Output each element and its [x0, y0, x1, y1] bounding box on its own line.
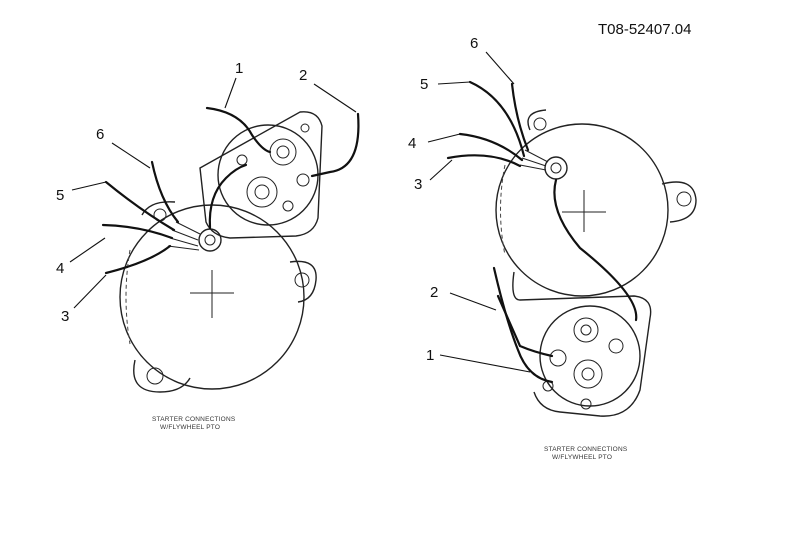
left-solenoid-body — [217, 124, 319, 226]
right-top-ear — [527, 109, 547, 131]
left-leader-2 — [313, 83, 357, 113]
right-ring-terminals — [519, 149, 549, 171]
left-ring-terminals — [167, 221, 201, 251]
right-wire-junction — [553, 178, 638, 322]
right-motor-housing — [495, 123, 669, 297]
left-wire-4 — [101, 223, 174, 240]
right-right-ear-hole — [676, 191, 692, 207]
right-main-stud — [544, 156, 568, 180]
left-solenoid-plate — [199, 111, 323, 239]
left-small-stud-b — [296, 173, 310, 187]
left-caption-line2: W/FLYWHEEL PTO — [160, 424, 220, 431]
right-callout-1: 1 — [426, 347, 434, 364]
left-callout-4: 4 — [56, 260, 64, 277]
left-main-stud-nut — [204, 234, 216, 246]
right-callout-5: 5 — [420, 76, 428, 93]
left-leader-1 — [224, 77, 237, 109]
right-starter-view: 6 5 4 3 2 1 STARTER CONNECTIONS W/FLYWHE… — [408, 35, 697, 461]
right-solenoid-plate — [512, 271, 652, 417]
left-plate-hole — [300, 123, 310, 133]
right-leader-2 — [449, 292, 497, 311]
right-small-stud-a — [549, 349, 567, 367]
left-main-stud — [198, 228, 222, 252]
left-top-ear — [141, 201, 176, 216]
left-terminal-lower — [246, 176, 278, 208]
right-wire-5 — [468, 80, 526, 158]
right-callout-3: 3 — [414, 176, 422, 193]
right-terminal-lower — [573, 359, 603, 389]
left-terminal-lower-nut — [254, 184, 270, 200]
left-callout-3: 3 — [61, 308, 69, 325]
left-terminal-upper — [269, 138, 297, 166]
left-leader-6 — [111, 142, 151, 169]
right-main-stud-nut — [550, 162, 562, 174]
left-wire-1 — [205, 106, 272, 154]
right-caption-line2: W/FLYWHEEL PTO — [552, 454, 612, 461]
right-leader-3 — [429, 159, 453, 181]
right-callout-4: 4 — [408, 135, 416, 152]
right-leader-5 — [437, 81, 471, 85]
left-callout-1: 1 — [235, 60, 243, 77]
left-starter-view: 1 2 6 5 4 3 STARTER CONNECTIONS W/FLYWHE… — [56, 60, 360, 431]
right-caption-line1: STARTER CONNECTIONS — [544, 446, 628, 453]
right-small-stud-b — [608, 338, 624, 354]
left-leader-5 — [71, 181, 107, 191]
left-wire-3 — [104, 244, 172, 275]
right-callout-6: 6 — [470, 35, 478, 52]
left-caption-line1: STARTER CONNECTIONS — [152, 416, 236, 423]
right-wire-3 — [446, 154, 522, 168]
right-wire-4 — [458, 132, 524, 162]
left-callout-2: 2 — [299, 67, 307, 84]
left-leader-3 — [73, 274, 107, 309]
left-small-stud-c — [282, 200, 294, 212]
right-small-stud-d — [580, 398, 592, 410]
right-terminal-lower-nut — [581, 367, 595, 381]
left-wire-junction — [208, 163, 248, 230]
right-callout-2: 2 — [430, 284, 438, 301]
left-wire-6 — [150, 160, 180, 224]
right-wire-1 — [492, 266, 554, 384]
right-solenoid-body — [539, 305, 641, 407]
left-leader-4 — [69, 237, 106, 263]
left-bottom-ear-hole — [146, 367, 164, 385]
right-right-ear — [661, 181, 697, 223]
left-wire-2 — [310, 112, 360, 178]
reference-number: T08-52407.04 — [598, 21, 691, 38]
right-leader-4 — [427, 133, 461, 143]
left-terminal-upper-nut — [276, 145, 290, 159]
right-leader-6 — [485, 51, 515, 85]
right-wire-6 — [510, 82, 530, 152]
left-callout-6: 6 — [96, 126, 104, 143]
right-leader-1 — [439, 354, 531, 373]
left-right-ear — [289, 260, 317, 303]
right-terminal-upper — [573, 317, 599, 343]
left-right-ear-hole — [294, 272, 310, 288]
left-wire-5 — [104, 180, 176, 232]
left-small-stud-a — [236, 154, 248, 166]
right-housing-dashed-edge — [500, 164, 506, 256]
left-bottom-ear — [133, 359, 191, 393]
right-terminal-upper-nut — [580, 324, 592, 336]
left-housing-dashed-edge — [125, 249, 131, 345]
left-callout-5: 5 — [56, 187, 64, 204]
right-top-ear-hole — [533, 117, 547, 131]
right-wire-2 — [496, 294, 554, 358]
